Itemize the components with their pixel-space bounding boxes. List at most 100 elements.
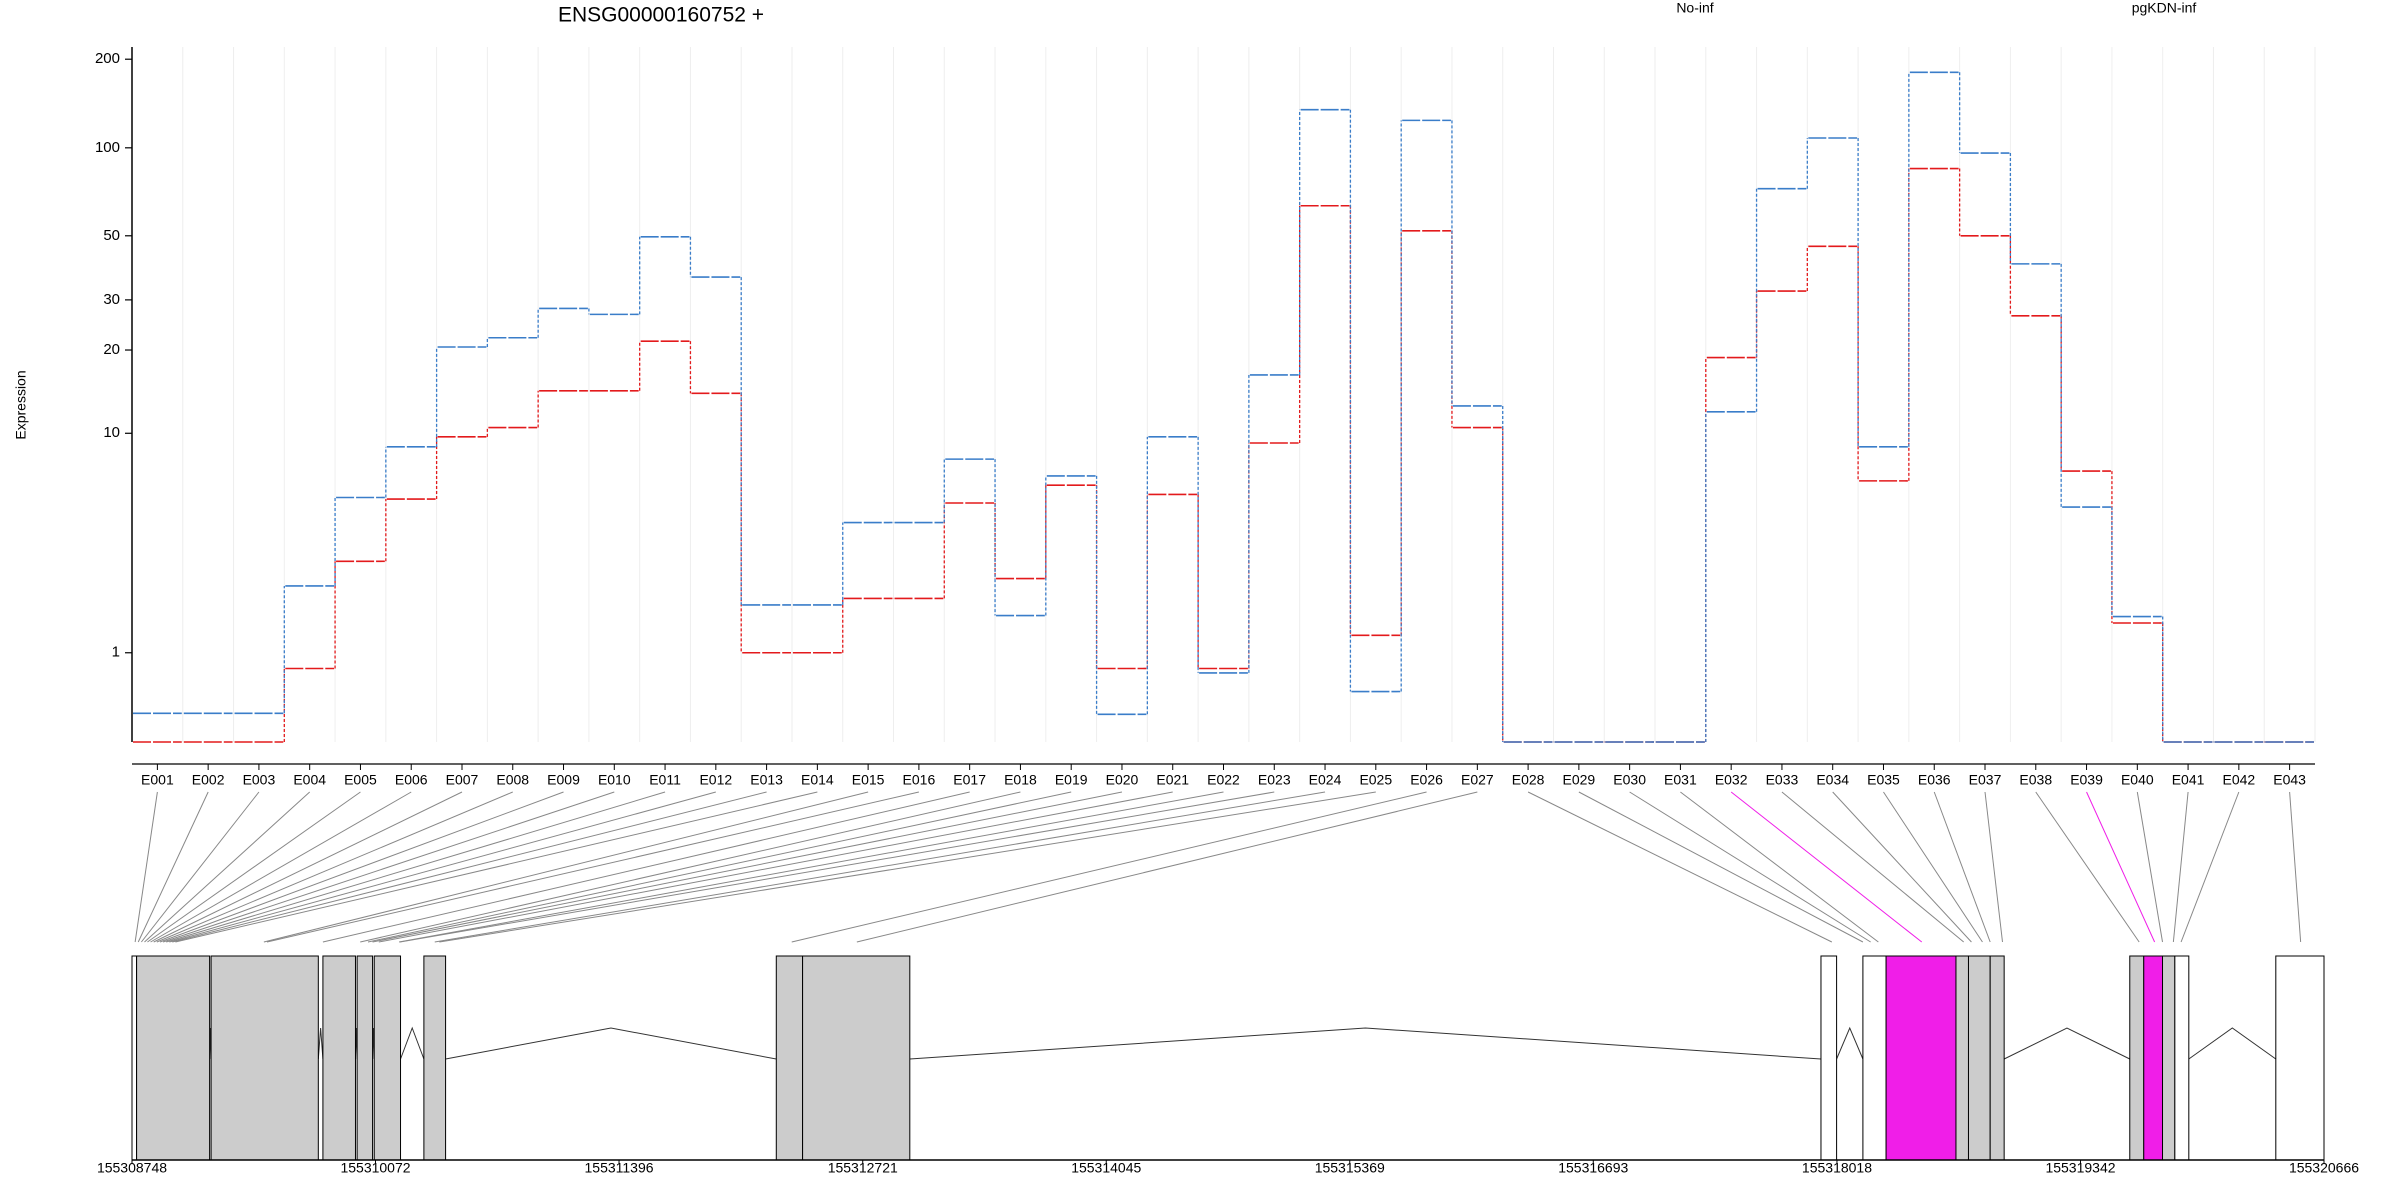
exon-connector — [1883, 791, 1983, 943]
x-tick-label: E002 — [192, 772, 225, 788]
x-tick-label: E034 — [1816, 772, 1849, 788]
legend-label: pgKDN-inf — [2132, 0, 2197, 16]
exon-connector — [153, 791, 463, 943]
exon-connector — [159, 791, 564, 943]
exon-block — [2174, 955, 2190, 1161]
intron — [909, 1027, 1822, 1060]
x-tick-label: E029 — [1563, 772, 1596, 788]
x-tick-label: E020 — [1106, 772, 1139, 788]
x-tick-label: E001 — [141, 772, 174, 788]
exon-connector — [263, 791, 869, 943]
x-tick-label: E017 — [953, 772, 986, 788]
x-tick-label: E023 — [1258, 772, 1291, 788]
genome-tick-label: 155312721 — [828, 1160, 898, 1176]
exon-connector — [399, 791, 1275, 943]
exon-connector — [2086, 791, 2156, 943]
x-tick-label: E009 — [547, 772, 580, 788]
exon-block — [131, 955, 138, 1161]
x-tick-label: E039 — [2070, 772, 2103, 788]
x-tick-label: E038 — [2019, 772, 2052, 788]
x-tick-label: E041 — [2172, 772, 2205, 788]
x-tick-label: E030 — [1613, 772, 1646, 788]
x-tick-label: E015 — [852, 772, 885, 788]
exon-connector — [1730, 791, 1923, 943]
exon-connector — [2172, 791, 2189, 943]
exon-connector — [791, 791, 1427, 943]
x-tick-label: E012 — [699, 772, 732, 788]
exon-connector — [360, 791, 1021, 943]
exon-block — [1955, 955, 1969, 1161]
x-tick-label: E016 — [903, 772, 936, 788]
exon-connector — [367, 791, 1072, 943]
exon-connector — [372, 791, 1123, 943]
exon-connector — [172, 791, 767, 943]
genome-tick-label: 155308748 — [97, 1160, 167, 1176]
x-tick-label: E018 — [1004, 772, 1037, 788]
exon-connector — [140, 791, 260, 943]
chart-title: ENSG00000160752 + — [558, 4, 764, 27]
x-tick-label: E008 — [496, 772, 529, 788]
exon-block — [1989, 955, 2005, 1161]
exon-connector — [266, 791, 920, 943]
genome-tick-label: 155310072 — [340, 1160, 410, 1176]
y-tick-label: 10 — [103, 424, 120, 441]
exon-connector — [378, 791, 1173, 943]
exon-block — [2143, 955, 2164, 1161]
intron — [2188, 1027, 2277, 1060]
exon-connector — [1578, 791, 1864, 943]
exon-connector — [137, 791, 209, 943]
exon-connector — [2289, 791, 2302, 943]
x-tick-label: E026 — [1410, 772, 1443, 788]
x-tick-label: E037 — [1969, 772, 2002, 788]
exon-connector — [134, 791, 158, 943]
exon-block — [1820, 955, 1838, 1161]
y-tick-label: 20 — [103, 341, 120, 358]
exon-connector — [856, 791, 1478, 943]
exon-block — [1967, 955, 1991, 1161]
y-tick-label: 30 — [103, 291, 120, 308]
genome-tick-label: 155315369 — [1315, 1160, 1385, 1176]
exon-connector — [2035, 791, 2140, 943]
x-tick-label: E003 — [243, 772, 276, 788]
x-tick-label: E033 — [1766, 772, 1799, 788]
exon-connector — [1933, 791, 1991, 943]
exon-connector — [322, 791, 970, 943]
y-tick-label: 200 — [95, 50, 120, 67]
exon-block — [322, 955, 356, 1161]
x-tick-label: E005 — [344, 772, 377, 788]
x-tick-label: E022 — [1207, 772, 1240, 788]
exon-block — [1885, 955, 1957, 1161]
x-tick-label: E036 — [1918, 772, 1951, 788]
x-tick-label: E019 — [1055, 772, 1088, 788]
exon-connector — [162, 791, 615, 943]
genome-tick-label: 155316693 — [1558, 1160, 1628, 1176]
x-tick-label: E035 — [1867, 772, 1900, 788]
x-tick-label: E024 — [1309, 772, 1342, 788]
exon-connector — [1984, 791, 2003, 943]
intron — [445, 1027, 777, 1060]
x-tick-label: E028 — [1512, 772, 1545, 788]
x-tick-label: E010 — [598, 772, 631, 788]
exon-connector — [398, 791, 1224, 943]
exon-block — [356, 955, 374, 1161]
exon-connector — [2136, 791, 2164, 943]
x-tick-label: E025 — [1359, 772, 1392, 788]
exon-connector — [1629, 791, 1871, 943]
exon-connector — [150, 791, 412, 943]
exon-block — [2162, 955, 2176, 1161]
x-tick-label: E011 — [649, 772, 681, 788]
legend-label: No-inf — [1676, 0, 1713, 16]
exon-connector — [169, 791, 716, 943]
intron — [400, 1026, 425, 1060]
x-tick-label: E027 — [1461, 772, 1494, 788]
exon-connector — [144, 791, 311, 943]
x-tick-label: E043 — [2273, 772, 2306, 788]
x-tick-label: E031 — [1664, 772, 1697, 788]
x-tick-label: E040 — [2121, 772, 2154, 788]
y-tick-label: 50 — [103, 227, 120, 244]
intron — [2003, 1027, 2130, 1060]
exon-connector — [2180, 791, 2240, 943]
x-tick-label: E004 — [293, 772, 326, 788]
